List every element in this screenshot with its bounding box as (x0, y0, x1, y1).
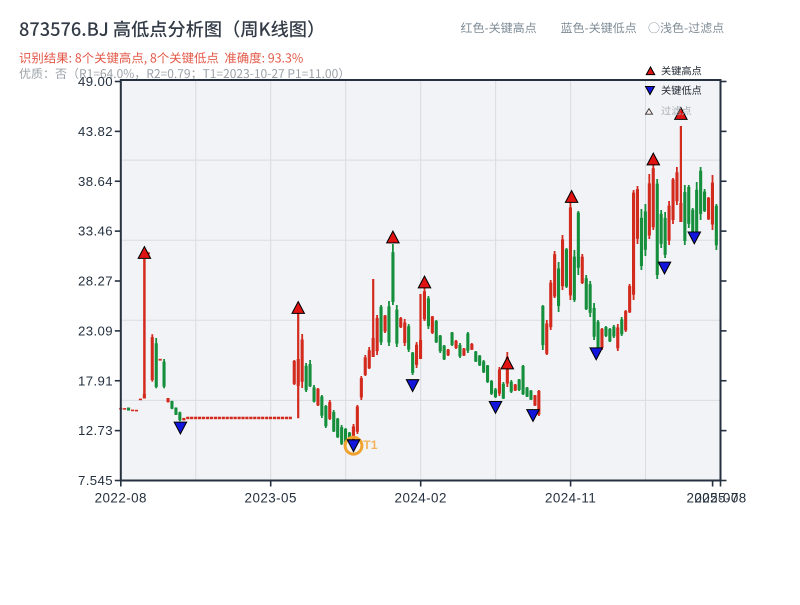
svg-text:49.00: 49.00 (78, 74, 113, 89)
svg-text:43.82: 43.82 (78, 124, 113, 139)
svg-text:2023-05: 2023-05 (245, 490, 297, 505)
svg-text:7.545: 7.545 (78, 473, 113, 488)
svg-text:23.09: 23.09 (78, 324, 113, 339)
svg-text:2024-11: 2024-11 (545, 490, 596, 505)
svg-text:33.46: 33.46 (78, 224, 113, 239)
svg-text:2025-07: 2025-07 (686, 490, 738, 505)
svg-text:38.64: 38.64 (78, 174, 113, 189)
svg-text:2024-02: 2024-02 (395, 490, 447, 505)
svg-text:12.73: 12.73 (78, 423, 113, 438)
svg-text:17.91: 17.91 (78, 373, 113, 388)
svg-text:2025-08: 2025-08 (694, 490, 746, 505)
svg-text:2022-08: 2022-08 (95, 490, 147, 505)
svg-text:T1: T1 (363, 438, 378, 452)
svg-text:28.27: 28.27 (78, 274, 113, 289)
